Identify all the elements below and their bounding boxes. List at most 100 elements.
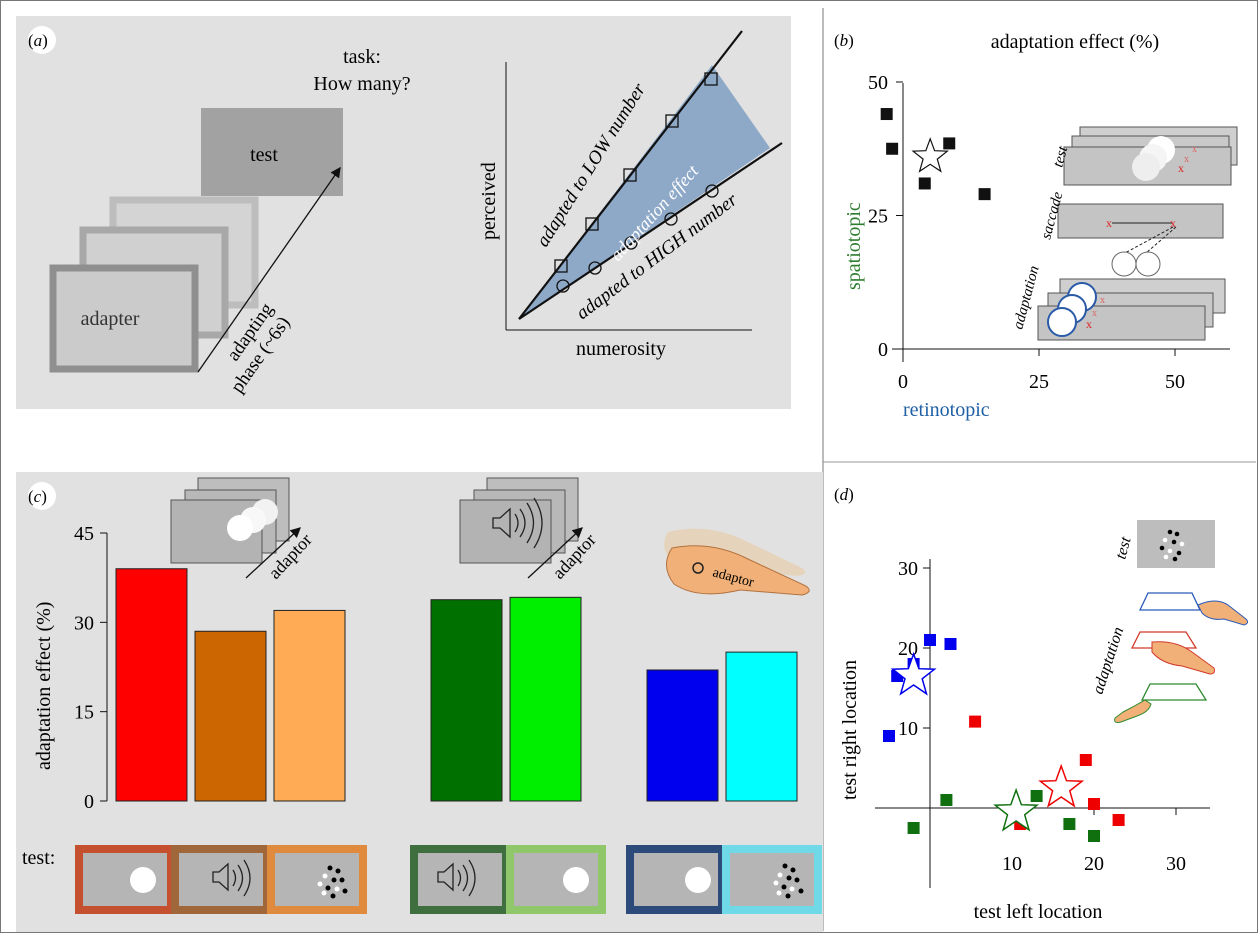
plot-c-ytick-label: 45 — [74, 523, 94, 545]
plot-c-bar — [194, 630, 267, 802]
test-stimulus-numerosity — [722, 845, 822, 914]
dot-cloud-icon — [1159, 529, 1185, 562]
panel-c-label: (c) — [28, 487, 47, 506]
line-adapted-high — [518, 142, 783, 320]
high-marker — [664, 212, 678, 226]
plot-d-point — [907, 822, 920, 834]
test-stimuli-row — [75, 845, 822, 914]
plot-b-point — [886, 142, 899, 155]
panel-b-label-badge — [834, 26, 862, 54]
fixation-mark: x — [1184, 154, 1189, 165]
visual-adaptor-icon: adaptor — [170, 477, 316, 583]
plot-d-xlabel: test left location — [974, 901, 1103, 923]
plot-c-bar — [646, 669, 719, 802]
plot-d-point — [924, 634, 936, 646]
dot-cloud-icon — [317, 865, 348, 899]
plot-d-point — [1112, 814, 1125, 826]
plot-b-points — [880, 108, 991, 201]
plot-d-mean-star — [1038, 763, 1085, 808]
fixation-mark: x — [1192, 144, 1197, 155]
plot-b-ytick-label: 25 — [868, 206, 888, 228]
surface-outline — [1130, 631, 1198, 649]
plot-a-xlabel: numerosity — [576, 338, 666, 360]
test-dot-icon — [563, 867, 589, 893]
plot-c-ticks: 0 15 30 45 — [74, 523, 107, 813]
plot-b-point — [918, 177, 931, 190]
test-inset-label: test — [1112, 535, 1134, 561]
panel-a: (a) task: How many? test adapter adapter… — [16, 16, 791, 409]
high-marker — [588, 261, 602, 275]
adapting-phase-arrow — [197, 166, 341, 373]
plot-b-ytick-label: 0 — [878, 339, 888, 361]
speaker-icon — [492, 507, 511, 539]
test-inset-label: test — [1050, 144, 1071, 169]
panel-a-label: (a) — [28, 31, 48, 50]
plot-b-mean-star — [911, 137, 949, 173]
adaptor-arrow — [527, 527, 583, 579]
hand-icon — [1197, 600, 1249, 626]
plot-c-bar — [725, 651, 798, 802]
plot-d-xtick-label: 10 — [1002, 853, 1022, 875]
plot-d-ytick-label: 30 — [898, 558, 918, 580]
low-marker — [623, 168, 637, 182]
saccade-arrow — [1124, 226, 1174, 254]
saccade-arrow — [1145, 226, 1177, 254]
plot-d-point — [944, 638, 957, 650]
test-screen-label: test — [250, 144, 278, 166]
test-dot-icon — [685, 867, 711, 893]
test-screen — [201, 108, 343, 196]
high-marker — [624, 236, 638, 250]
adapter-label-front: adapter — [81, 308, 140, 330]
plot-d-ylabel: test right location — [839, 660, 861, 800]
high-markers — [556, 184, 719, 293]
plot-d-point — [969, 715, 982, 728]
plot-c-ytick-label: 0 — [84, 791, 94, 813]
plot-b-xtick-label: 50 — [1165, 371, 1185, 393]
plot-d-xtick-label: 30 — [1166, 853, 1186, 875]
sound-waves-icon — [514, 497, 543, 549]
plot-d-point — [883, 730, 895, 742]
low-marker — [585, 217, 599, 231]
test-stimulus-visual — [75, 845, 175, 914]
test-stimulus-icon — [1132, 153, 1160, 181]
plot-b-xtick-label: 0 — [898, 371, 908, 393]
plot-c-bar — [509, 596, 582, 802]
plot-b-xlabel: retinotopic — [903, 399, 990, 421]
test-stimulus-tactile — [267, 845, 367, 914]
plot-c-bars — [115, 568, 798, 802]
high-marker — [556, 279, 570, 293]
touch-point-icon — [692, 562, 704, 574]
speaker-icon — [212, 862, 229, 892]
panel-c: (c) 0 15 30 45 adaptation effect (%) adapto… — [16, 472, 823, 933]
sound-waves-icon — [232, 859, 251, 897]
fixation-mark: x — [1100, 295, 1105, 306]
plot-b-point — [880, 108, 893, 121]
plot-c-bar — [115, 568, 188, 802]
fixation-mark: x — [1092, 308, 1097, 319]
plot-c-ylabel: adaptation effect (%) — [33, 602, 55, 770]
fixation-mark: x — [1178, 161, 1184, 175]
eye-circle — [1135, 251, 1161, 277]
test-dot-icon — [130, 867, 156, 893]
low-marker — [704, 72, 718, 86]
adaptation-effect-region — [519, 65, 770, 319]
plot-c-bar — [273, 609, 346, 802]
plot-b-ticks: 0 25 50 0 25 50 — [868, 72, 1185, 393]
plot-d-point — [1079, 754, 1092, 766]
plot-b-ylabel: spatiotopic — [843, 202, 865, 290]
low-marker — [665, 114, 679, 128]
panel-c-label-badge — [28, 482, 56, 510]
fixation-mark: x — [1086, 317, 1092, 331]
adaptation-hands-icon — [1114, 592, 1249, 723]
speaker-icon — [437, 862, 454, 892]
plot-a-ylabel: perceived — [478, 162, 500, 240]
saccade-frame — [1057, 203, 1224, 239]
plot-d-point — [1063, 818, 1076, 830]
task-question: How many? — [313, 73, 410, 95]
low-marker — [554, 259, 568, 273]
panel-a-label-badge — [28, 26, 56, 54]
panel-d-label-badge — [834, 480, 862, 508]
